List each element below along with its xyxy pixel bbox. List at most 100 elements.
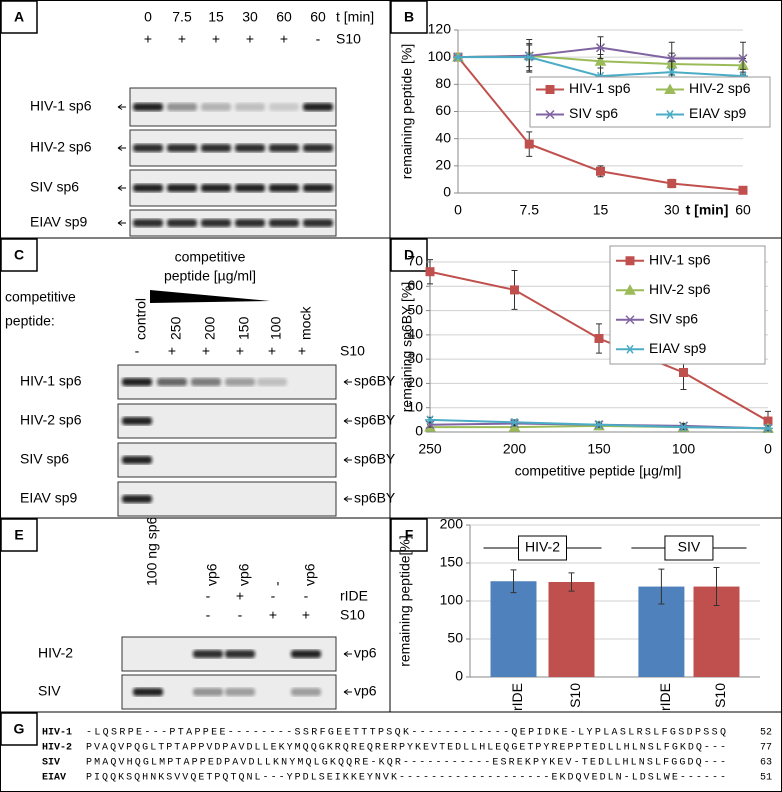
x-tick-label: 250 xyxy=(418,441,442,457)
lane-label: 250 xyxy=(168,316,184,340)
x-tick-label: 30 xyxy=(664,202,680,218)
error-bar xyxy=(568,572,575,592)
x-tick-label: rIDE xyxy=(657,683,673,711)
gel-band xyxy=(225,688,255,696)
lane-label: 100 ng sp6 xyxy=(144,517,160,586)
legend-label: SIV sp6 xyxy=(649,310,698,326)
band-label: vp6 xyxy=(354,645,377,661)
panel-label: C xyxy=(14,247,24,263)
gel-band xyxy=(269,184,299,192)
marker xyxy=(425,415,435,425)
band-arrow xyxy=(117,220,126,226)
lane-label: 150 xyxy=(236,316,252,340)
sequence-name: HIV-2 xyxy=(42,743,72,754)
panel-label: G xyxy=(14,721,25,737)
gel-band xyxy=(201,219,231,227)
lane-label: 60 xyxy=(276,9,292,25)
panel-label-box xyxy=(390,238,428,272)
gel-band xyxy=(235,144,265,152)
concentration-wedge xyxy=(150,290,270,303)
gel-strip xyxy=(129,129,337,167)
gel-band xyxy=(291,650,321,658)
legend-label: HIV-2 sp6 xyxy=(649,281,711,297)
legend-box xyxy=(529,76,771,128)
row-label: EIAV sp9 xyxy=(20,490,78,506)
gel-band xyxy=(133,688,163,696)
error-bar xyxy=(658,568,665,605)
gel-band xyxy=(122,378,152,386)
y-tick-label: 20 xyxy=(407,374,423,390)
y-tick-label: 50 xyxy=(407,301,423,317)
band-label: sp6BY xyxy=(354,451,396,467)
panel-label: A xyxy=(14,9,24,25)
panel-label: E xyxy=(14,527,23,543)
band-arrow xyxy=(343,651,352,657)
y-tick-label: 50 xyxy=(447,630,463,646)
lane-label: 0 xyxy=(144,9,152,25)
x-tick-label: S10 xyxy=(712,683,728,708)
y-tick-label: 70 xyxy=(407,253,423,269)
y-tick-label: 60 xyxy=(435,102,451,118)
gel-band xyxy=(235,103,265,111)
marker xyxy=(666,67,677,77)
band-label: vp6 xyxy=(354,683,377,699)
legend-label: SIV sp6 xyxy=(569,105,618,121)
x-tick-label: 100 xyxy=(672,441,696,457)
gel-band xyxy=(235,184,265,192)
row-title: competitive xyxy=(5,289,76,305)
s10-mark: - xyxy=(238,607,243,623)
gel-band xyxy=(167,184,197,192)
row-label: HIV-2 sp6 xyxy=(20,412,82,428)
header: peptide [µg/ml] xyxy=(164,268,256,284)
marker xyxy=(509,417,520,427)
s10-mark: + xyxy=(202,343,210,359)
x-tick-label: 200 xyxy=(503,441,527,457)
s10-label: S10 xyxy=(340,607,365,623)
group-label: SIV xyxy=(678,539,701,555)
y-tick-label: 120 xyxy=(428,21,452,37)
marker xyxy=(667,178,677,188)
legend-box xyxy=(609,245,766,365)
marker xyxy=(545,85,555,94)
sequence-name: HIV-1 xyxy=(42,728,72,739)
panel-label-box xyxy=(0,518,38,552)
ride-mark: - xyxy=(206,588,211,604)
gel-strip xyxy=(129,209,337,237)
legend-label: HIV-1 sp6 xyxy=(649,251,711,267)
y-tick-label: 0 xyxy=(415,423,423,439)
row-title: peptide: xyxy=(5,313,55,329)
x-tick-label: 7.5 xyxy=(520,202,540,218)
marker xyxy=(524,139,534,149)
band-arrow xyxy=(343,496,352,502)
gel-band xyxy=(303,219,333,227)
group-box xyxy=(664,535,714,561)
group-box xyxy=(518,535,567,561)
legend-label: EIAV sp9 xyxy=(649,340,707,356)
marker xyxy=(510,285,519,295)
lane-label: 30 xyxy=(242,9,258,25)
gel-band xyxy=(303,103,333,111)
y-tick-label: 30 xyxy=(407,350,423,366)
ride-mark: + xyxy=(236,588,244,604)
lane-label: 15 xyxy=(208,9,224,25)
y-tick-label: 40 xyxy=(407,326,423,342)
lane-title: t [min] xyxy=(336,9,374,25)
marker xyxy=(678,422,689,432)
row-label: HIV-2 xyxy=(38,645,73,661)
lane-label: 7.5 xyxy=(172,9,192,25)
y-tick-label: 0 xyxy=(443,184,451,200)
legend-label: EIAV sp9 xyxy=(689,105,747,121)
y-tick-label: 200 xyxy=(440,516,464,532)
s10-label: S10 xyxy=(336,31,361,47)
marker xyxy=(664,83,676,94)
marker xyxy=(738,53,748,64)
error-bar xyxy=(510,569,517,594)
lane-label: mock xyxy=(298,306,314,340)
lane-label: vp6 xyxy=(302,563,318,586)
marker xyxy=(679,368,688,377)
marker xyxy=(524,52,535,62)
lane-label: vp6 xyxy=(236,563,252,586)
s10-mark: - xyxy=(135,343,140,359)
group-label: HIV-2 xyxy=(525,539,560,555)
gel-band xyxy=(133,144,163,152)
